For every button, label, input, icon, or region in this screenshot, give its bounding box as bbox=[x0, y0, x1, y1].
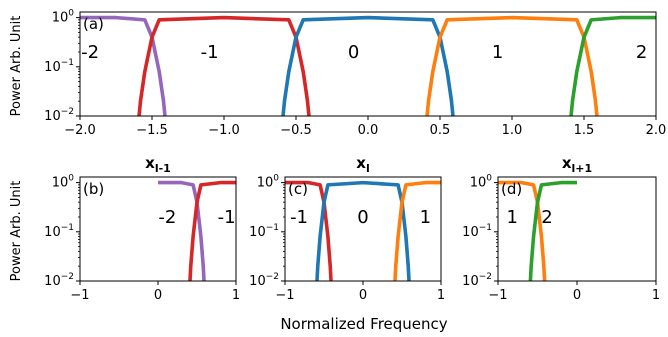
series-line-2 bbox=[569, 15, 656, 116]
panel-2: −1 0 1 10−2 10−1 100 (b) -2 -1 xl-1 bbox=[44, 154, 240, 303]
x-tick-label: −1 bbox=[488, 288, 507, 303]
y-tick-label: 10−2 bbox=[249, 272, 279, 289]
x-tick-label: 0.5 bbox=[430, 123, 451, 138]
axes-frame bbox=[284, 176, 442, 282]
series-line-2 bbox=[528, 180, 577, 281]
panel-title: xl+1 bbox=[562, 154, 592, 175]
series-line-1 bbox=[425, 15, 599, 116]
series-line-0 bbox=[281, 15, 455, 116]
band-label: -2 bbox=[81, 42, 99, 63]
band-label: 1 bbox=[506, 207, 517, 228]
series-group bbox=[158, 180, 236, 281]
y-tick-label: 100 bbox=[257, 174, 280, 191]
x-tick-label: 0.0 bbox=[358, 123, 379, 138]
y-tick-label: 10−2 bbox=[44, 107, 74, 124]
x-tick-label: 0 bbox=[359, 288, 367, 303]
y-tick-label: 10−1 bbox=[44, 223, 74, 240]
y-tick-label: 10−1 bbox=[249, 223, 279, 240]
x-tick-label: 1 bbox=[437, 288, 445, 303]
panel-title: xl-1 bbox=[145, 154, 171, 175]
axes-frame bbox=[79, 11, 657, 117]
panel-label: (b) bbox=[83, 180, 104, 198]
y-tick-label: 100 bbox=[52, 174, 75, 191]
series-line--1 bbox=[137, 15, 311, 116]
panel-3: −1 0 1 10−2 10−1 100 (c) -1 0 1 xl bbox=[249, 154, 445, 303]
band-label: 0 bbox=[348, 42, 359, 63]
x-tick-label: 1.0 bbox=[502, 123, 523, 138]
x-tick-label: 0 bbox=[573, 288, 581, 303]
band-label: 0 bbox=[357, 207, 368, 228]
x-tick-label: −2.0 bbox=[64, 123, 96, 138]
panels: −2.0 −1.5 −1.0 −0.5 0.0 0.5 1.0 1.5 2.010−210−11… bbox=[44, 9, 666, 303]
series-group bbox=[80, 15, 656, 116]
x-tick-label: −1.0 bbox=[208, 123, 240, 138]
panel-label: (c) bbox=[288, 180, 308, 198]
x-tick-label: −1 bbox=[70, 288, 89, 303]
series-line-1 bbox=[393, 180, 441, 281]
band-label: 2 bbox=[636, 42, 647, 63]
panel-4: −1 0 1 10−2 10−1 100 (d) 1 2 xl+1 bbox=[462, 154, 660, 303]
series-line-0 bbox=[315, 180, 411, 281]
x-tick-label: −0.5 bbox=[280, 123, 312, 138]
band-label: 1 bbox=[492, 42, 503, 63]
x-tick-label: −1.5 bbox=[136, 123, 168, 138]
y-tick-label: 10−2 bbox=[44, 272, 74, 289]
x-tick-label: −1 bbox=[275, 288, 294, 303]
ylabel-top: Power Arb. Unit bbox=[9, 16, 24, 117]
x-tick-label: 1 bbox=[652, 288, 660, 303]
band-label: -1 bbox=[201, 42, 219, 63]
series-group bbox=[285, 180, 441, 281]
y-tick-label: 10−1 bbox=[44, 58, 74, 75]
band-label: -1 bbox=[218, 207, 236, 228]
y-tick-label: 10−2 bbox=[462, 272, 492, 289]
panel-label: (a) bbox=[83, 15, 104, 33]
panel-title: xl bbox=[356, 154, 369, 175]
series-group bbox=[498, 180, 577, 281]
y-tick-label: 100 bbox=[470, 174, 493, 191]
y-tick-label: 100 bbox=[52, 9, 75, 26]
band-label: -1 bbox=[290, 207, 308, 228]
band-label: 2 bbox=[541, 207, 552, 228]
x-tick-label: 2.0 bbox=[646, 123, 667, 138]
band-label: 1 bbox=[420, 207, 431, 228]
x-tick-label: 1 bbox=[232, 288, 240, 303]
x-tick-label: 1.5 bbox=[574, 123, 595, 138]
panel-1: −2.0 −1.5 −1.0 −0.5 0.0 0.5 1.0 1.5 2.0 10−2 10−1 1… bbox=[44, 9, 666, 138]
band-label: -2 bbox=[158, 207, 176, 228]
series-line--1 bbox=[188, 180, 236, 281]
x-tick-label: 0 bbox=[154, 288, 162, 303]
panel-label: (d) bbox=[501, 180, 522, 198]
xlabel: Normalized Frequency bbox=[280, 315, 447, 333]
ylabel-bottom: Power Arb. Unit bbox=[9, 181, 24, 282]
y-tick-label: 10−1 bbox=[462, 223, 492, 240]
